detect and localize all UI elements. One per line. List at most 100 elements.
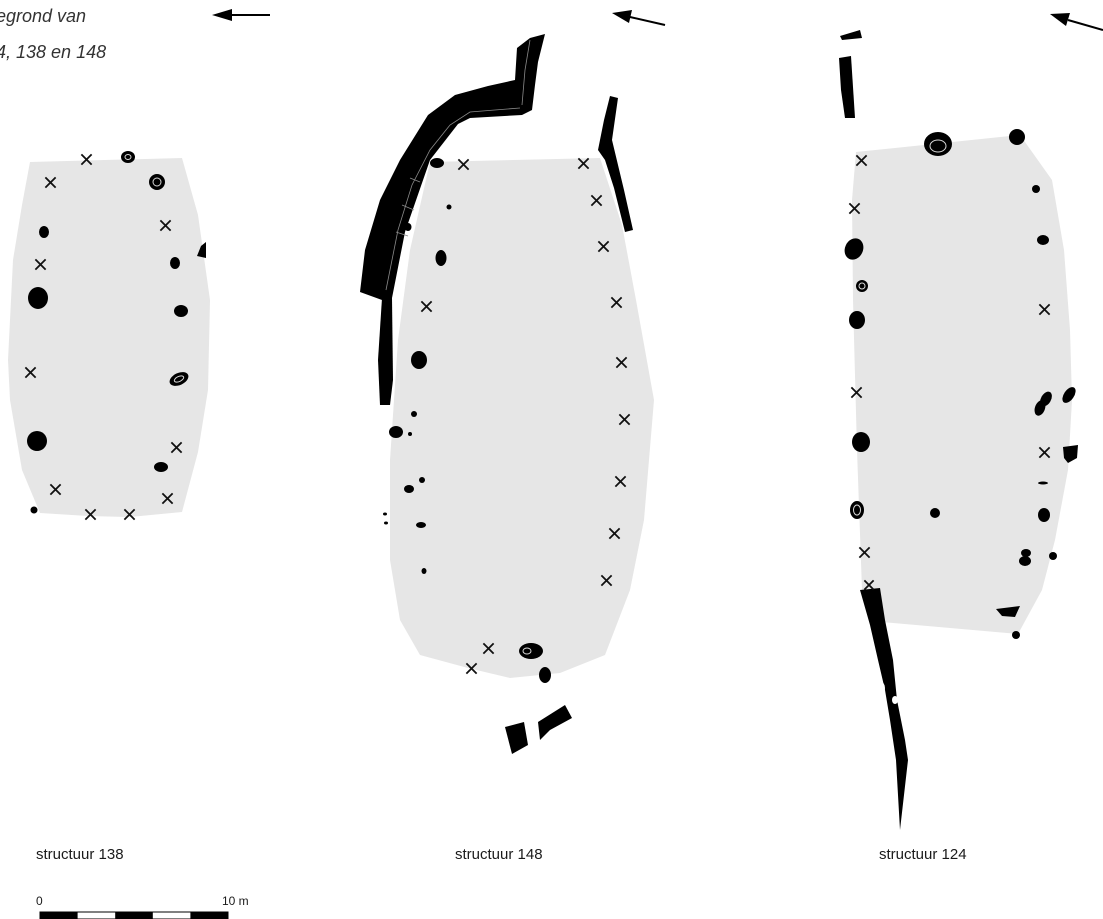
posthole bbox=[421, 568, 427, 574]
cross-marker-icon bbox=[457, 158, 470, 171]
structure-148-floor bbox=[390, 158, 654, 678]
cross-marker-icon bbox=[159, 219, 172, 232]
cross-marker-icon bbox=[600, 574, 613, 587]
posthole bbox=[430, 158, 444, 168]
posthole bbox=[924, 132, 952, 156]
posthole bbox=[28, 287, 48, 309]
posthole bbox=[1032, 185, 1040, 193]
cross-marker-icon bbox=[84, 508, 97, 521]
posthole bbox=[174, 305, 188, 317]
structure-148-label: structuur 148 bbox=[455, 846, 543, 863]
structure-124-markers bbox=[848, 154, 1051, 591]
structure-148-postholes bbox=[383, 158, 551, 683]
structure-124-ditch bbox=[839, 30, 908, 830]
posthole bbox=[411, 351, 427, 369]
cross-marker-icon bbox=[482, 642, 495, 655]
cross-marker-icon bbox=[577, 157, 590, 170]
cross-marker-icon bbox=[608, 527, 621, 540]
structure-124-postholes bbox=[844, 129, 1078, 639]
structure-148-markers bbox=[420, 157, 631, 675]
cross-marker-icon bbox=[848, 202, 861, 215]
caption-line-3: . bbox=[0, 72, 1, 97]
structure-138 bbox=[8, 9, 270, 521]
scale-bar-segments bbox=[40, 912, 228, 919]
posthole bbox=[1038, 481, 1048, 485]
cross-marker-icon bbox=[123, 508, 136, 521]
posthole bbox=[1037, 235, 1049, 245]
north-arrow-icon bbox=[612, 10, 666, 26]
posthole bbox=[170, 257, 180, 269]
posthole bbox=[1019, 556, 1031, 566]
posthole bbox=[27, 431, 47, 451]
posthole bbox=[539, 667, 551, 683]
structure-124-floor bbox=[852, 135, 1072, 634]
scale-bar bbox=[39, 911, 229, 919]
cross-marker-icon bbox=[80, 153, 93, 166]
posthole bbox=[389, 426, 403, 438]
posthole bbox=[404, 485, 414, 493]
posthole bbox=[383, 512, 387, 516]
cross-marker-icon bbox=[858, 546, 871, 559]
posthole bbox=[39, 226, 49, 238]
posthole bbox=[850, 501, 864, 519]
caption-line-1: egrond van bbox=[0, 6, 87, 26]
cross-marker-icon bbox=[420, 300, 433, 313]
cross-marker-icon bbox=[34, 258, 47, 271]
posthole bbox=[121, 151, 135, 163]
structure-138-label: structuur 138 bbox=[36, 846, 124, 863]
cross-marker-icon bbox=[615, 356, 628, 369]
posthole bbox=[996, 606, 1020, 617]
cross-marker-icon bbox=[618, 413, 631, 426]
structure-138-postholes bbox=[27, 151, 206, 514]
structure-138-floor bbox=[8, 158, 210, 517]
posthole bbox=[1038, 508, 1050, 522]
structure-124 bbox=[839, 13, 1103, 830]
cross-marker-icon bbox=[49, 483, 62, 496]
posthole bbox=[849, 311, 865, 329]
posthole bbox=[1062, 387, 1076, 403]
north-arrow-icon bbox=[1050, 13, 1103, 31]
cross-marker-icon bbox=[161, 492, 174, 505]
posthole bbox=[30, 506, 38, 514]
posthole bbox=[411, 411, 417, 417]
posthole bbox=[419, 477, 425, 483]
cross-marker-icon bbox=[170, 441, 183, 454]
structure-138-markers bbox=[24, 153, 183, 521]
cross-marker-icon bbox=[1038, 303, 1051, 316]
posthole bbox=[408, 432, 412, 436]
posthole bbox=[844, 238, 864, 260]
posthole bbox=[435, 250, 447, 266]
scale-start-label: 0 bbox=[36, 894, 43, 908]
posthole bbox=[446, 204, 452, 210]
cross-marker-icon bbox=[465, 662, 478, 675]
posthole bbox=[416, 522, 426, 528]
posthole bbox=[149, 174, 165, 190]
posthole bbox=[1034, 400, 1046, 416]
caption-line-2: 4, 138 en 148 bbox=[0, 42, 107, 62]
structure-148-ditch bbox=[360, 34, 633, 754]
posthole bbox=[852, 432, 870, 452]
posthole bbox=[1012, 631, 1020, 639]
posthole bbox=[154, 462, 168, 472]
posthole bbox=[856, 280, 868, 292]
cross-marker-icon bbox=[863, 579, 875, 591]
posthole bbox=[1009, 129, 1025, 145]
posthole bbox=[1021, 549, 1031, 557]
scale-bar-segment bbox=[40, 912, 78, 919]
posthole bbox=[1063, 445, 1078, 463]
structure-148-ditch-lines bbox=[385, 39, 531, 291]
cross-marker-icon bbox=[24, 366, 37, 379]
cross-marker-icon bbox=[850, 386, 863, 399]
posthole bbox=[404, 223, 412, 231]
posthole bbox=[197, 242, 206, 258]
structure-124-label: structuur 124 bbox=[879, 846, 967, 863]
posthole bbox=[1049, 552, 1057, 560]
structure-148 bbox=[360, 10, 666, 754]
scale-bar-segment bbox=[115, 912, 153, 919]
cross-marker-icon bbox=[855, 154, 868, 167]
cross-marker-icon bbox=[610, 296, 623, 309]
cross-marker-icon bbox=[44, 176, 57, 189]
cross-marker-icon bbox=[1038, 446, 1051, 459]
north-arrow-icon bbox=[212, 9, 270, 21]
